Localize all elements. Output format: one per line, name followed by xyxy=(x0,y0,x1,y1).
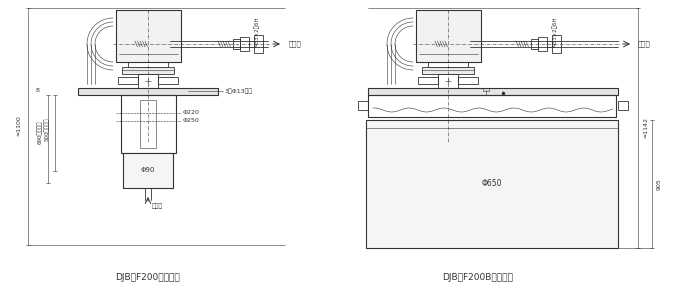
Bar xyxy=(415,10,481,62)
Text: 905: 905 xyxy=(656,178,662,190)
Bar xyxy=(122,67,174,74)
Text: Φ250: Φ250 xyxy=(182,119,199,124)
Bar xyxy=(552,35,561,53)
Text: M33×2－6H: M33×2－6H xyxy=(253,17,259,47)
Bar xyxy=(240,37,249,51)
Bar xyxy=(254,35,263,53)
Bar xyxy=(438,74,458,88)
Text: 吸油口: 吸油口 xyxy=(152,203,163,209)
Bar xyxy=(618,101,628,110)
Bar xyxy=(358,101,368,110)
Text: Φ220: Φ220 xyxy=(182,110,199,116)
Text: 500（最小）: 500（最小） xyxy=(44,117,50,141)
Bar xyxy=(368,88,618,95)
Text: DJB－F200型外形图: DJB－F200型外形图 xyxy=(115,274,180,282)
Bar xyxy=(422,67,474,74)
Bar xyxy=(123,153,173,188)
Bar xyxy=(138,74,158,88)
Bar xyxy=(547,41,552,47)
Bar xyxy=(458,77,478,84)
Text: 690（最大）: 690（最大） xyxy=(37,120,43,144)
Bar xyxy=(128,62,168,67)
Bar xyxy=(115,10,180,62)
Bar xyxy=(118,77,138,84)
Text: 出油口: 出油口 xyxy=(289,41,302,47)
Text: Φ90: Φ90 xyxy=(141,168,155,173)
Text: DJB－F200B型外形图: DJB－F200B型外形图 xyxy=(443,274,514,282)
Text: 8: 8 xyxy=(36,89,40,94)
Text: Φ650: Φ650 xyxy=(482,179,502,189)
Bar xyxy=(368,95,616,117)
Bar xyxy=(78,88,218,95)
Bar xyxy=(249,41,254,47)
Bar xyxy=(418,77,438,84)
Text: ≈1142: ≈1142 xyxy=(643,118,648,138)
Text: ≈1100: ≈1100 xyxy=(16,116,21,136)
Text: M33×2－6H: M33×2－6H xyxy=(551,17,557,47)
Bar xyxy=(366,120,618,248)
Text: 出油口: 出油口 xyxy=(638,41,651,47)
Bar xyxy=(233,39,240,49)
Bar xyxy=(140,100,156,148)
Bar xyxy=(538,37,547,51)
Bar xyxy=(120,95,176,153)
Bar xyxy=(428,62,468,67)
Bar xyxy=(158,77,178,84)
Bar xyxy=(483,88,489,91)
Bar xyxy=(531,39,538,49)
Text: 3－Φ13均布: 3－Φ13均布 xyxy=(225,88,253,94)
